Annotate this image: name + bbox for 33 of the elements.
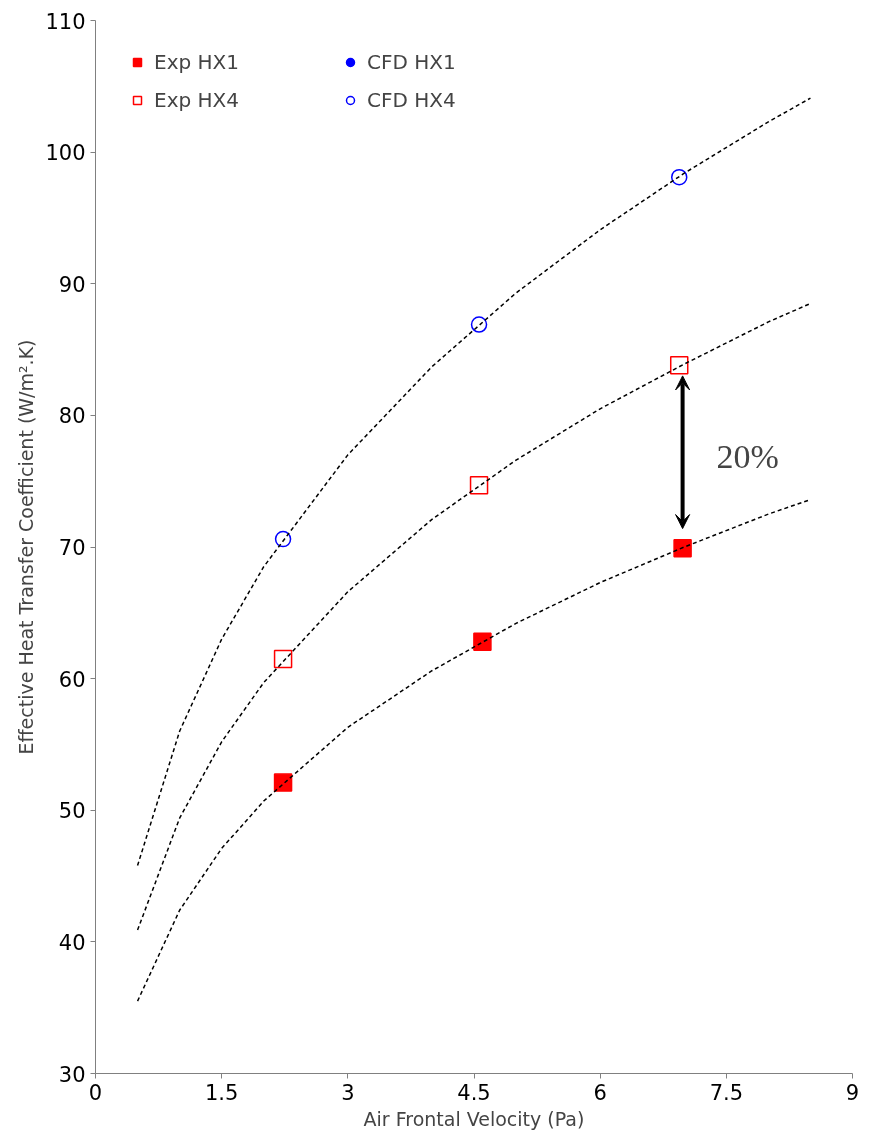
point (670, 168, 688, 186)
legend-label: Exp HX1 (154, 50, 240, 74)
x-tick-label: 6 (593, 1080, 607, 1105)
point (469, 475, 489, 495)
x-axis-title: Air Frontal Velocity (Pa) (363, 1107, 585, 1130)
point (669, 356, 689, 375)
legend-label: Exp HX4 (154, 88, 240, 112)
legend-label: CFD HX1 (367, 50, 457, 74)
y-tick-label: 70 (58, 536, 86, 560)
x-tick-label: 0 (88, 1080, 103, 1105)
y-tick-label: 60 (58, 667, 86, 692)
y-tick-label: 80 (58, 404, 86, 429)
y-tick-label: 100 (45, 141, 86, 166)
y-tick-label: 90 (58, 272, 86, 297)
annotation: 20% (716, 438, 779, 476)
x-tick-label: 4.5 (457, 1080, 491, 1105)
x-tick-label: 1.5 (204, 1080, 239, 1105)
point (273, 773, 293, 792)
y-tick-label: 30 (58, 1062, 86, 1087)
y-tick-label: 110 (45, 9, 86, 34)
x-tick-label: 7.5 (709, 1080, 744, 1105)
point (473, 632, 492, 652)
x-tick-label: 9 (845, 1080, 860, 1105)
point (273, 649, 293, 669)
y-tick-label: 40 (58, 930, 86, 955)
line-series (136, 302, 812, 931)
x-tick-label: 3 (341, 1080, 355, 1105)
y-axis-title: Effective Heat Transfer Coefficient (W/m².K) (15, 339, 38, 755)
point (470, 316, 488, 333)
point (274, 530, 292, 548)
y-tick-label: 50 (58, 799, 86, 824)
point (673, 539, 692, 558)
legend-label: CFD HX4 (367, 88, 457, 112)
